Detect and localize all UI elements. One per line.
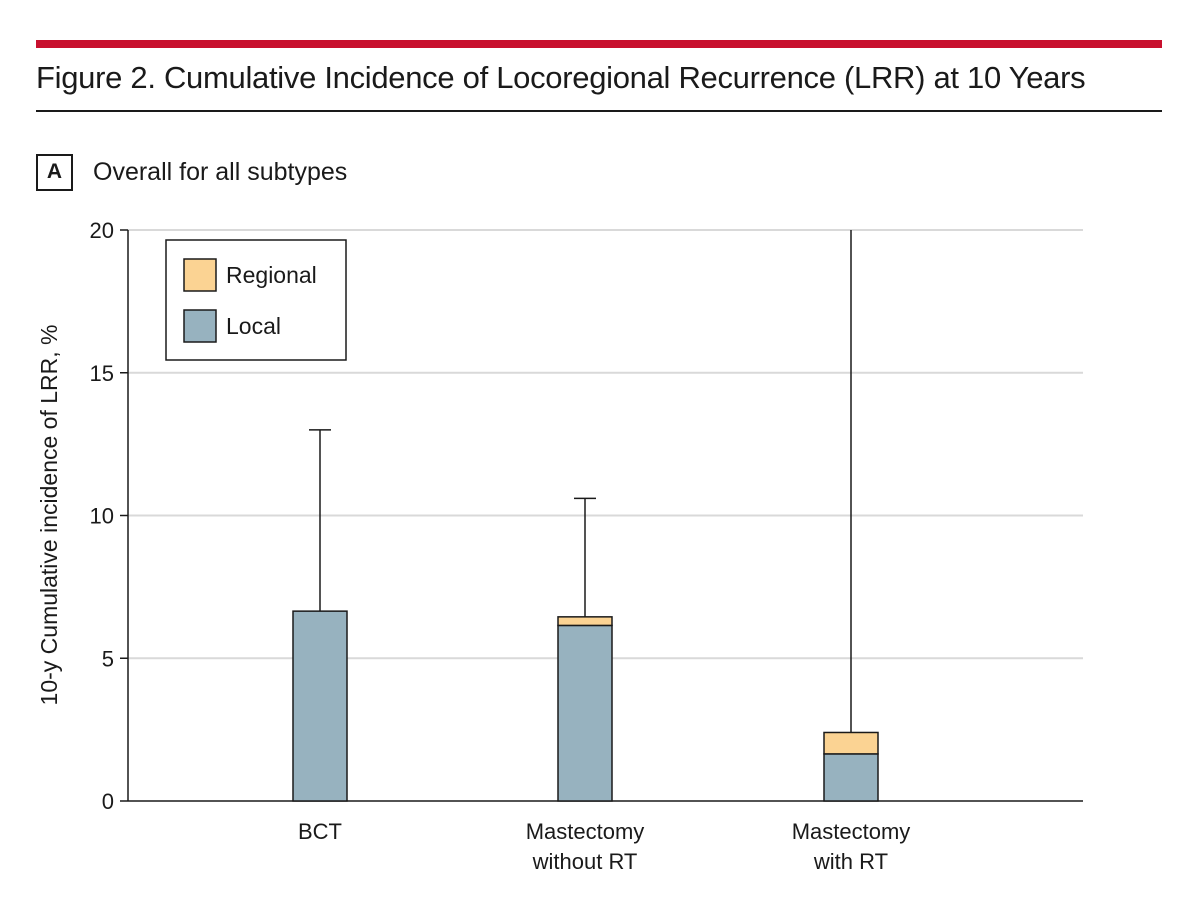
y-tick-label: 0 bbox=[102, 789, 114, 814]
bars bbox=[292, 230, 879, 802]
figure-title: Figure 2. Cumulative Incidence of Locore… bbox=[36, 60, 1086, 95]
legend-label-regional: Regional bbox=[226, 262, 317, 288]
bar-regional bbox=[557, 616, 613, 627]
legend-swatch-local bbox=[183, 309, 217, 343]
top-accent-rule bbox=[36, 40, 1162, 48]
legend: Regional Local bbox=[165, 239, 347, 361]
category-label: without RT bbox=[532, 849, 638, 874]
bar-local bbox=[557, 624, 613, 802]
y-tick-label: 15 bbox=[90, 361, 114, 386]
bar-local bbox=[292, 610, 348, 802]
category-label: Mastectomy bbox=[792, 819, 911, 844]
bar-regional bbox=[823, 731, 879, 755]
title-underline bbox=[36, 110, 1162, 112]
panel-title: Overall for all subtypes bbox=[93, 157, 348, 186]
panel-letter-box: A bbox=[36, 153, 73, 191]
category-label: Mastectomy bbox=[526, 819, 645, 844]
y-tick-label: 20 bbox=[90, 218, 114, 243]
legend-swatch-regional bbox=[183, 258, 217, 292]
bar-local bbox=[823, 753, 879, 802]
legend-label-local: Local bbox=[226, 313, 281, 339]
category-label: with RT bbox=[813, 849, 888, 874]
y-tick-label: 5 bbox=[102, 646, 114, 671]
category-labels: BCT Mastectomy without RT Mastectomy with RT bbox=[298, 819, 910, 874]
y-tick-label: 10 bbox=[90, 504, 114, 529]
category-label: BCT bbox=[298, 819, 342, 844]
panel-header: A Overall for all subtypes bbox=[36, 152, 347, 192]
y-axis-label: 10-y Cumulative incidence of LRR, % bbox=[36, 325, 62, 706]
